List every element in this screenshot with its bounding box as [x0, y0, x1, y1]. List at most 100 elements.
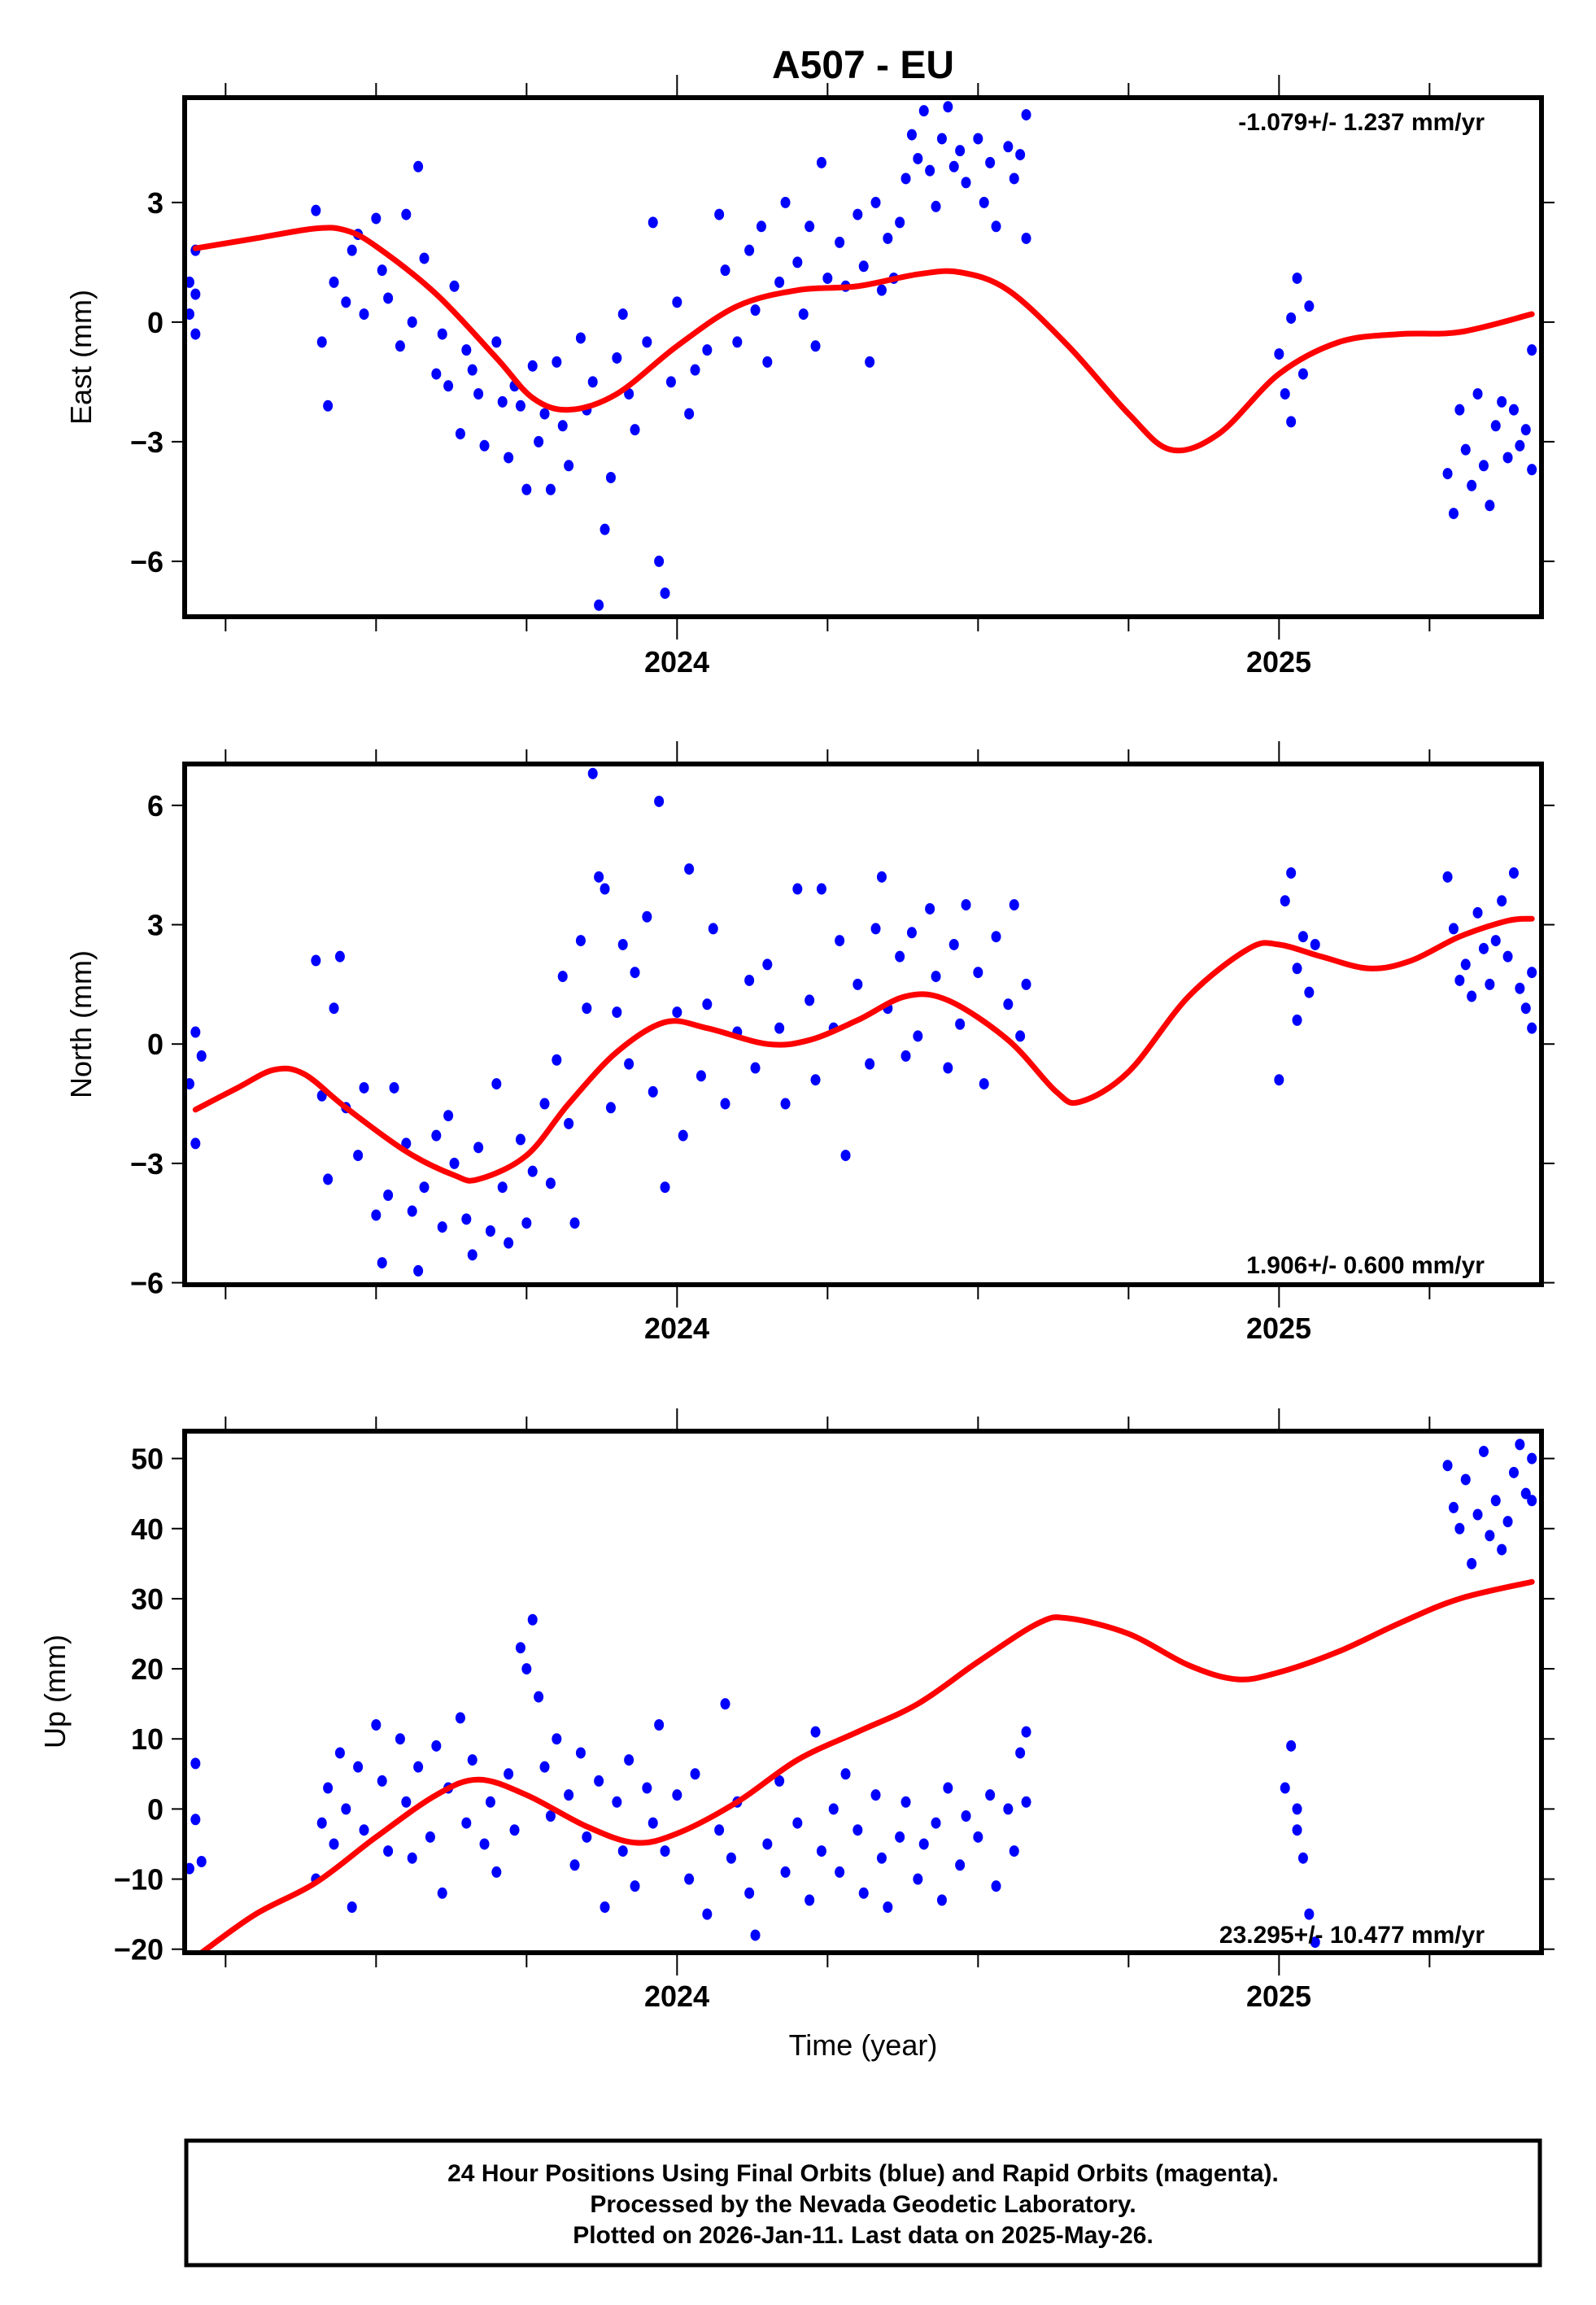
up-data-point [1442, 1460, 1453, 1472]
up-data-point [895, 1831, 905, 1843]
east-y-tick-label: 0 [147, 306, 164, 339]
north-y-axis-label: North (mm) [64, 950, 98, 1098]
east-data-point [762, 356, 773, 368]
east-data-point [816, 156, 826, 168]
east-x-tick-label-2025: 2025 [1246, 645, 1311, 679]
east-data-point [1520, 424, 1531, 436]
up-data-point [1454, 1522, 1465, 1534]
north-data-point [1442, 871, 1453, 883]
up-data-point [1292, 1824, 1302, 1836]
east-data-point [1502, 452, 1513, 464]
east-data-point [918, 105, 929, 117]
up-data-point [564, 1789, 574, 1801]
north-data-point [311, 954, 321, 967]
north-data-point [437, 1221, 447, 1233]
north-panel: 6 3 0 −3 −6 North (mm) 1.906+/- 0.600 mm/yr 202… [64, 741, 1555, 1345]
up-data-point [1015, 1747, 1026, 1759]
north-data-point [449, 1157, 460, 1169]
up-data-point [1485, 1530, 1495, 1542]
east-data-point [461, 344, 472, 356]
east-data-point [377, 264, 387, 277]
up-data-point [913, 1873, 923, 1885]
north-data-point [805, 994, 815, 1006]
up-data-point [702, 1908, 713, 1920]
up-data-point [774, 1775, 785, 1787]
east-data-point [900, 172, 911, 185]
footer-box: 24 Hour Positions Using Final Orbits (bl… [184, 2138, 1542, 2268]
east-data-point [605, 471, 616, 483]
east-data-point [479, 439, 490, 452]
north-data-point [600, 883, 610, 895]
east-data-point [545, 483, 556, 495]
east-rate-text: -1.079+/- 1.237 mm/yr [1238, 109, 1485, 136]
north-data-point [955, 1018, 966, 1030]
up-data-point [545, 1810, 556, 1822]
north-x-tick-label-2025: 2025 [1246, 1312, 1311, 1345]
up-data-point [359, 1824, 369, 1836]
up-data-point [630, 1880, 640, 1892]
north-data-point [587, 767, 598, 779]
north-data-point [853, 978, 863, 990]
north-data-point [961, 899, 971, 911]
north-data-point [575, 935, 586, 947]
east-data-point [1021, 232, 1031, 244]
east-data-point [467, 364, 477, 376]
east-data-point [961, 177, 971, 189]
north-data-point [1286, 867, 1297, 879]
east-data-point [401, 208, 412, 220]
up-data-point [805, 1894, 815, 1906]
up-data-point [395, 1733, 405, 1745]
north-data-point [443, 1110, 454, 1122]
footer-line-3: Plotted on 2026-Jan-11. Last data on 202… [573, 2222, 1153, 2249]
east-data-point [895, 216, 905, 229]
east-data-point [473, 388, 484, 400]
north-data-point [1274, 1074, 1284, 1086]
east-data-point [395, 340, 405, 352]
up-data-point [527, 1613, 538, 1626]
north-data-point [1527, 967, 1537, 979]
north-data-point [569, 1217, 580, 1229]
north-data-point [353, 1150, 364, 1162]
east-data-point [190, 288, 201, 300]
north-data-point [323, 1173, 334, 1185]
up-data-point [1490, 1495, 1501, 1507]
north-data-point [359, 1081, 369, 1094]
up-data-point [1515, 1438, 1525, 1451]
north-data-point [190, 1137, 201, 1150]
north-fit-curve [192, 915, 1535, 1184]
east-data-point [407, 316, 417, 328]
up-data-point [413, 1761, 424, 1773]
north-data-point [1460, 958, 1471, 971]
north-data-point [389, 1081, 399, 1094]
north-data-point [485, 1225, 495, 1237]
up-rate-text: 23.295+/- 10.477 mm/yr [1219, 1922, 1485, 1949]
east-data-point [624, 388, 634, 400]
east-data-point [654, 555, 665, 567]
north-data-point [1310, 938, 1320, 950]
east-data-point [1527, 344, 1537, 356]
up-data-point [883, 1901, 893, 1913]
up-data-point [1460, 1473, 1471, 1486]
north-data-point [419, 1181, 430, 1194]
up-data-point [569, 1859, 580, 1871]
north-data-point [1490, 935, 1501, 947]
up-data-point [1003, 1803, 1014, 1815]
east-data-point [534, 435, 544, 447]
north-data-point [870, 923, 881, 935]
north-y-tick-label: −3 [130, 1147, 164, 1181]
north-data-point [196, 1050, 207, 1062]
north-data-point [371, 1209, 382, 1221]
up-data-point [943, 1782, 953, 1794]
east-data-point [720, 264, 730, 277]
north-data-point [527, 1165, 538, 1177]
east-data-point [1274, 348, 1284, 360]
up-data-point [612, 1796, 622, 1808]
north-data-point [557, 971, 568, 983]
up-y-tick-label: 40 [131, 1513, 164, 1546]
east-data-point [732, 336, 743, 348]
north-data-point [1297, 931, 1308, 943]
east-data-point [600, 523, 610, 535]
east-data-point [876, 284, 887, 296]
east-data-point [515, 399, 525, 412]
east-data-point [822, 272, 833, 284]
